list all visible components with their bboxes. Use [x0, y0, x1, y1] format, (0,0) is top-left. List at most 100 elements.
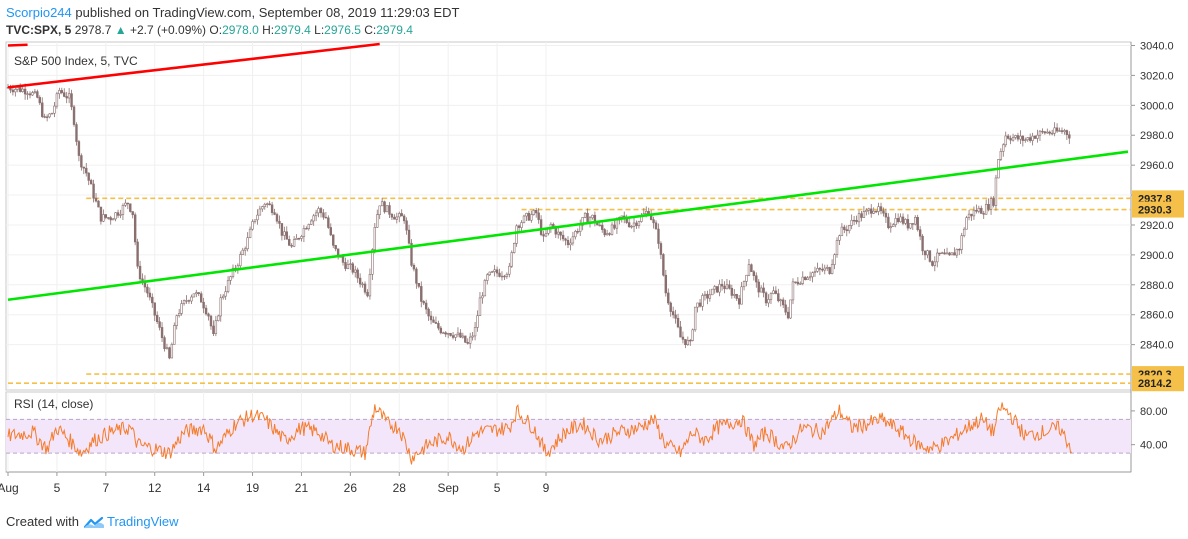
- candle-body: [967, 213, 971, 218]
- candle-body: [843, 226, 846, 230]
- price-axis[interactable]: 2840.02860.02880.02900.02920.02940.02960…: [1131, 40, 1174, 352]
- candle-body: [21, 88, 24, 92]
- candle-body: [645, 211, 648, 215]
- price-tick-label: 2900.0: [1140, 250, 1174, 262]
- candle-body: [950, 252, 954, 256]
- candle-body: [72, 106, 76, 125]
- candle-body: [324, 216, 328, 219]
- candle-body: [862, 211, 866, 218]
- main-pane[interactable]: [5, 41, 1132, 391]
- candle-body: [65, 96, 68, 99]
- rsi-title: RSI (14, close): [14, 397, 93, 411]
- close-label: C:: [364, 23, 377, 37]
- candle-body: [889, 226, 892, 229]
- candle-body: [840, 226, 844, 237]
- candle-body: [241, 249, 244, 255]
- candle-body: [481, 295, 484, 299]
- candle-body: [662, 254, 665, 276]
- candle-body: [772, 290, 775, 294]
- candle-body: [799, 283, 802, 285]
- candle-body: [559, 231, 562, 236]
- candle-body: [769, 293, 773, 300]
- candle-body: [300, 236, 303, 239]
- candle-body: [723, 285, 726, 290]
- candle-body: [398, 213, 401, 218]
- candle-body: [55, 93, 59, 107]
- candle-body: [777, 293, 780, 302]
- candle-body: [99, 206, 103, 222]
- candle-body: [586, 212, 589, 223]
- candle-body: [857, 213, 861, 223]
- candle-body: [918, 229, 922, 237]
- candle-body: [97, 200, 100, 208]
- candle-body: [574, 231, 577, 238]
- candle-body: [955, 249, 959, 256]
- candle-body: [459, 332, 462, 338]
- candle-body: [850, 219, 853, 226]
- candle-body: [305, 228, 308, 230]
- candle-body: [823, 267, 826, 271]
- candle-body: [855, 219, 858, 223]
- candle-body: [363, 283, 367, 293]
- candle-body: [212, 325, 215, 334]
- candle-body: [1004, 135, 1007, 146]
- time-tick-label: 26: [344, 481, 358, 495]
- candle-body: [285, 231, 288, 240]
- candle-body: [464, 335, 467, 343]
- candle-body: [813, 270, 817, 274]
- candle-body: [933, 261, 937, 266]
- trend-lines[interactable]: [7, 42, 1129, 302]
- footer: Created with TradingView: [6, 514, 179, 529]
- candle-body: [720, 283, 724, 287]
- candle-body: [33, 91, 37, 93]
- candle-body: [958, 249, 961, 251]
- candle-body: [517, 225, 521, 228]
- candle-body: [500, 275, 504, 278]
- candle-body: [1068, 134, 1071, 139]
- candle-body: [984, 203, 988, 215]
- candle-body: [774, 290, 778, 294]
- candle-body: [970, 213, 973, 217]
- candle-body: [41, 102, 44, 117]
- candle-body: [901, 216, 905, 224]
- tradingview-link[interactable]: TradingView: [106, 514, 179, 529]
- rsi-axis[interactable]: 40.00 80.00: [1131, 406, 1168, 452]
- candle-body: [187, 300, 191, 302]
- candle-body: [733, 294, 736, 296]
- candle-body: [579, 224, 582, 232]
- candle-body: [114, 212, 117, 220]
- candle-body: [334, 245, 337, 250]
- candle-body: [63, 92, 66, 97]
- time-axis[interactable]: Aug 5 7 12 14 19 21 26 28 Sep 5 9: [0, 472, 550, 495]
- candle-body: [60, 90, 63, 93]
- candle-body: [395, 216, 399, 220]
- candle-body: [180, 303, 183, 314]
- price-tick-label: 3020.0: [1140, 70, 1174, 82]
- candle-body: [1036, 134, 1039, 139]
- candle-body: [676, 317, 680, 328]
- resistance-line-segment: [7, 43, 28, 47]
- candle-body: [434, 322, 438, 324]
- candle-body: [16, 87, 19, 90]
- candle-body: [405, 220, 408, 231]
- candle-body: [94, 197, 98, 202]
- candle-body: [689, 340, 692, 342]
- candle-body: [327, 217, 330, 228]
- candle-body: [1050, 132, 1054, 135]
- candle-body: [151, 296, 154, 304]
- author-link[interactable]: Scorpio244: [6, 5, 72, 20]
- candle-body: [261, 206, 264, 210]
- rsi-band-fill: [6, 419, 1131, 454]
- price-chart[interactable]: 2840.02860.02880.02900.02920.02940.02960…: [0, 0, 1188, 510]
- candle-body: [610, 224, 614, 235]
- candle-body: [417, 283, 421, 287]
- candle-body: [346, 264, 350, 269]
- ohlc-legend: TVC:SPX, 5 2978.7 ▲ +2.7 (+0.09%) O:2978…: [6, 23, 413, 37]
- candle-body: [948, 252, 951, 256]
- candle-body: [371, 249, 374, 275]
- candle-body: [994, 177, 998, 206]
- candle-body: [755, 275, 758, 283]
- candle-body: [244, 248, 247, 251]
- candle-body: [1011, 137, 1015, 141]
- candle-body: [1009, 138, 1012, 141]
